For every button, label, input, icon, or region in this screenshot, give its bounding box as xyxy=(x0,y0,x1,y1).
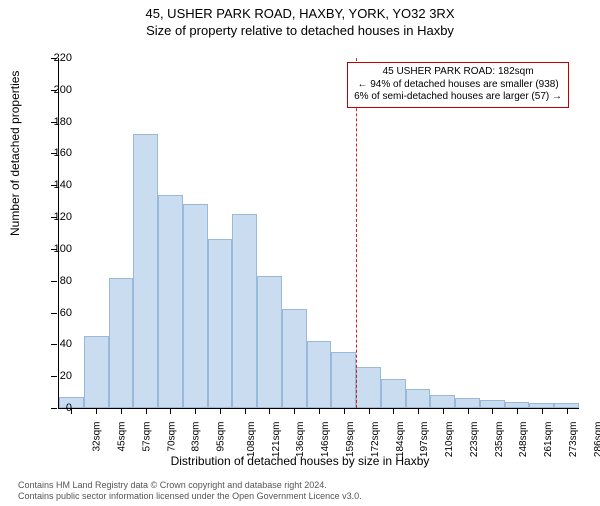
x-tick-label: 248sqm xyxy=(518,422,529,458)
y-tick-label: 40 xyxy=(42,338,72,350)
x-tick xyxy=(418,408,419,414)
histogram-bar xyxy=(232,214,257,408)
histogram-bar xyxy=(307,341,332,408)
x-tick xyxy=(468,408,469,414)
histogram-bar xyxy=(480,400,505,408)
histogram-bar xyxy=(406,389,431,408)
histogram-bar xyxy=(109,278,134,408)
annotation-line1: 45 USHER PARK ROAD: 182sqm xyxy=(354,66,562,79)
x-tick-label: 273sqm xyxy=(568,422,579,458)
histogram-bar xyxy=(356,367,381,408)
plot-area: 45 USHER PARK ROAD: 182sqm← 94% of detac… xyxy=(58,58,579,409)
histogram-bar xyxy=(331,352,356,408)
histogram-bar xyxy=(257,276,282,408)
y-tick-label: 80 xyxy=(42,275,72,287)
histogram-bar xyxy=(133,134,158,408)
y-tick-label: 100 xyxy=(42,243,72,255)
annotation-box: 45 USHER PARK ROAD: 182sqm← 94% of detac… xyxy=(347,62,569,108)
x-tick xyxy=(319,408,320,414)
marker-line xyxy=(356,58,357,408)
y-axis-label: Number of detached properties xyxy=(8,71,22,236)
footer-line2: Contains public sector information licen… xyxy=(18,491,362,502)
y-tick-label: 200 xyxy=(42,84,72,96)
x-tick-label: 286sqm xyxy=(593,422,600,458)
histogram-bar xyxy=(208,239,233,408)
x-tick xyxy=(294,408,295,414)
x-tick xyxy=(220,408,221,414)
x-tick xyxy=(146,408,147,414)
x-tick-label: 95sqm xyxy=(216,422,227,452)
x-tick xyxy=(269,408,270,414)
x-tick xyxy=(567,408,568,414)
footer-attribution: Contains HM Land Registry data © Crown c… xyxy=(18,480,362,502)
y-tick-label: 20 xyxy=(42,370,72,382)
y-tick-label: 220 xyxy=(42,52,72,64)
x-tick xyxy=(393,408,394,414)
y-tick-label: 0 xyxy=(42,402,72,414)
histogram-bar xyxy=(158,195,183,408)
y-tick-label: 180 xyxy=(42,116,72,128)
x-tick xyxy=(344,408,345,414)
page-title: 45, USHER PARK ROAD, HAXBY, YORK, YO32 3… xyxy=(0,6,600,21)
histogram-bar xyxy=(381,379,406,408)
x-tick-label: 210sqm xyxy=(444,422,455,458)
histogram-chart: 45 USHER PARK ROAD: 182sqm← 94% of detac… xyxy=(58,58,578,408)
x-tick-label: 45sqm xyxy=(117,422,128,452)
x-tick-label: 159sqm xyxy=(345,422,356,458)
x-tick-label: 83sqm xyxy=(191,422,202,452)
x-tick-label: 223sqm xyxy=(469,422,480,458)
x-tick xyxy=(170,408,171,414)
x-tick-label: 70sqm xyxy=(166,422,177,452)
x-tick-label: 172sqm xyxy=(370,422,381,458)
x-tick xyxy=(121,408,122,414)
x-tick xyxy=(517,408,518,414)
x-tick-label: 108sqm xyxy=(246,422,257,458)
footer-line1: Contains HM Land Registry data © Crown c… xyxy=(18,480,362,491)
x-tick-label: 32sqm xyxy=(92,422,103,452)
x-tick-label: 197sqm xyxy=(419,422,430,458)
x-tick xyxy=(96,408,97,414)
x-tick-label: 235sqm xyxy=(494,422,505,458)
x-tick xyxy=(443,408,444,414)
histogram-bar xyxy=(430,395,455,408)
y-tick-label: 140 xyxy=(42,179,72,191)
histogram-bar xyxy=(183,204,208,408)
x-tick-label: 261sqm xyxy=(543,422,554,458)
x-tick-label: 184sqm xyxy=(395,422,406,458)
x-tick-label: 136sqm xyxy=(296,422,307,458)
annotation-line3: 6% of semi-detached houses are larger (5… xyxy=(354,91,562,104)
x-tick xyxy=(195,408,196,414)
annotation-line2: ← 94% of detached houses are smaller (93… xyxy=(354,79,562,92)
x-tick xyxy=(369,408,370,414)
x-tick-label: 121sqm xyxy=(271,422,282,458)
histogram-bar xyxy=(455,398,480,408)
page-subtitle: Size of property relative to detached ho… xyxy=(0,23,600,38)
y-tick-label: 160 xyxy=(42,147,72,159)
x-tick-label: 57sqm xyxy=(141,422,152,452)
histogram-bar xyxy=(282,309,307,408)
histogram-bar xyxy=(84,336,109,408)
y-tick-label: 120 xyxy=(42,211,72,223)
x-tick xyxy=(492,408,493,414)
x-tick-label: 146sqm xyxy=(320,422,331,458)
x-tick xyxy=(542,408,543,414)
y-tick-label: 60 xyxy=(42,307,72,319)
x-tick xyxy=(245,408,246,414)
